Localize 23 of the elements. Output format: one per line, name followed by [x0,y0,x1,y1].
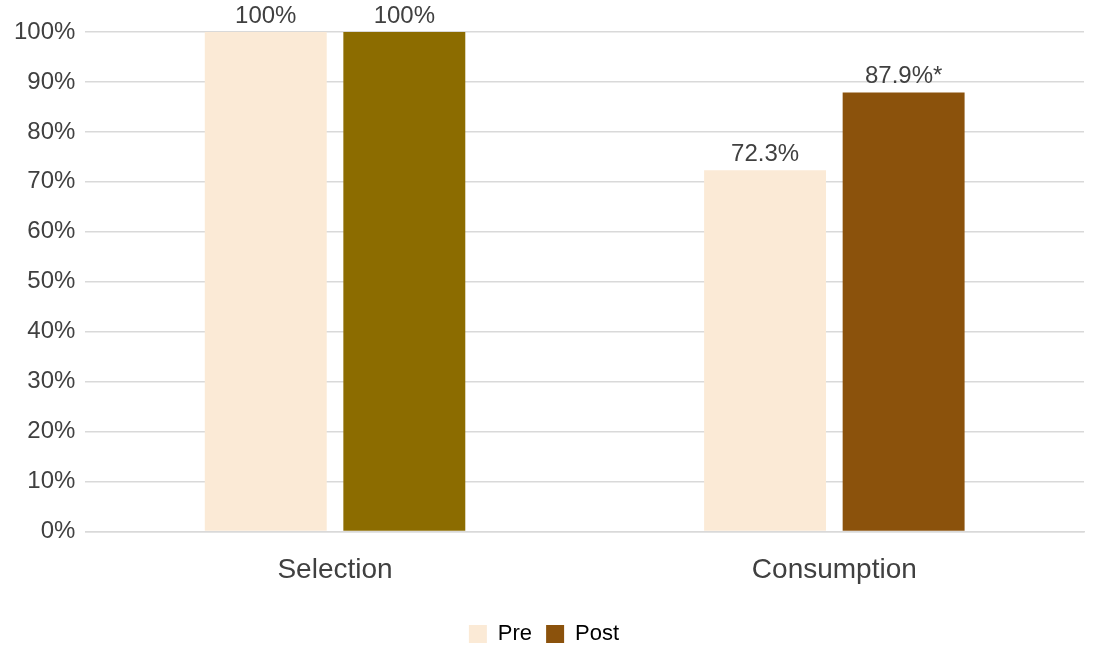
y-tick-label: 20% [27,416,76,444]
y-tick-label: 0% [40,516,76,544]
bar [704,170,827,531]
y-tick-label: 40% [27,316,76,344]
data-label: 87.9%* [864,61,943,89]
legend-label: Post [575,620,620,646]
y-tick-label: 100% [13,16,76,44]
bar [343,32,466,531]
x-tick-label: Consumption [751,552,917,584]
y-tick-label: 60% [27,216,76,244]
y-tick-label: 50% [27,266,76,294]
data-label: 72.3% [731,138,800,166]
bar [204,32,327,531]
y-tick-label: 70% [27,166,76,194]
y-tick-label: 30% [27,366,76,394]
data-label: 100% [235,0,297,28]
y-tick-label: 90% [27,66,76,94]
legend-label: Pre [497,620,533,646]
x-tick-label: Selection [277,552,393,584]
y-tick-label: 80% [27,116,76,144]
bar [842,92,965,531]
y-tick-label: 10% [27,466,76,494]
data-label: 100% [373,0,436,28]
